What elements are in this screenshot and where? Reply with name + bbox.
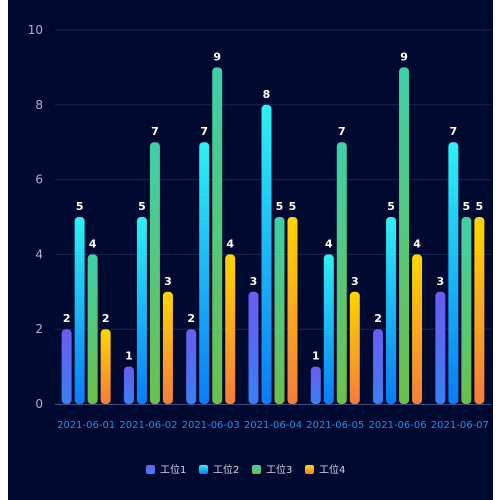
data-label: 7: [450, 125, 458, 138]
chart-panel: 0 2 4 6 8 10 2021-06-01 2021-06-02 2021-06-03 202…: [8, 0, 493, 500]
legend-label: 工位3: [266, 463, 292, 476]
bar: [225, 254, 236, 404]
legend: 工位1 工位2 工位3 工位4: [146, 463, 345, 476]
data-label: 9: [400, 50, 408, 63]
x-tick-label: 2021-06-02: [119, 420, 177, 431]
bar: [287, 217, 298, 404]
data-label: 5: [138, 200, 146, 213]
x-tick-label: 2021-06-05: [306, 420, 364, 431]
bar: [310, 366, 321, 404]
data-label: 4: [325, 237, 333, 250]
data-label: 3: [164, 275, 172, 288]
x-tick-label: 2021-06-04: [244, 420, 302, 431]
bar: [248, 291, 259, 404]
legend-label: 工位2: [213, 463, 239, 476]
data-label: 2: [374, 312, 382, 325]
x-tick-label: 2021-06-07: [431, 420, 489, 431]
bar: [261, 104, 272, 405]
bar: [412, 254, 423, 404]
data-label: 9: [213, 50, 221, 63]
y-tick-label: 8: [35, 98, 43, 112]
data-label: 2: [187, 312, 195, 325]
bar: [212, 67, 223, 405]
bars: [61, 67, 485, 405]
legend-item[interactable]: 工位4: [305, 463, 345, 476]
bar: [74, 217, 85, 404]
data-label: 5: [76, 200, 84, 213]
bar: [100, 329, 111, 404]
bar: [186, 329, 197, 404]
bar: [349, 291, 360, 404]
bar: [149, 142, 160, 404]
data-label: 3: [250, 275, 258, 288]
bar-chart: 0 2 4 6 8 10 2021-06-01 2021-06-02 2021-06-03 202…: [28, 23, 491, 476]
legend-swatch: [199, 465, 208, 474]
data-label: 2: [102, 312, 110, 325]
bar: [199, 142, 210, 404]
data-label: 7: [338, 125, 346, 138]
bar: [123, 366, 134, 404]
bar: [373, 329, 384, 404]
bar: [136, 217, 147, 404]
y-tick-label: 0: [35, 397, 43, 411]
bar: [61, 329, 72, 404]
data-label: 5: [276, 200, 284, 213]
data-label: 3: [437, 275, 445, 288]
y-tick-label: 2: [35, 322, 43, 336]
x-tick-label: 2021-06-01: [57, 420, 115, 431]
legend-label: 工位1: [160, 463, 186, 476]
y-tick-label: 6: [35, 173, 43, 187]
grid-lines: [55, 29, 491, 330]
bar: [336, 142, 347, 404]
legend-label: 工位4: [319, 463, 345, 476]
bar: [87, 254, 98, 404]
data-label: 1: [312, 350, 320, 363]
x-tick-label: 2021-06-06: [369, 420, 427, 431]
data-label: 3: [351, 275, 359, 288]
bar: [274, 217, 285, 404]
data-label: 8: [263, 88, 271, 101]
data-label: 1: [125, 350, 133, 363]
legend-item[interactable]: 工位3: [252, 463, 292, 476]
data-label: 5: [387, 200, 395, 213]
y-tick-label: 10: [28, 23, 43, 37]
data-label: 2: [63, 312, 71, 325]
bar: [386, 217, 397, 404]
bar: [162, 291, 173, 404]
bar: [399, 67, 410, 405]
data-label: 4: [226, 237, 234, 250]
data-label: 4: [89, 237, 97, 250]
legend-item[interactable]: 工位2: [199, 463, 239, 476]
x-tick-label: 2021-06-03: [182, 420, 240, 431]
data-label: 7: [200, 125, 208, 138]
data-label: 5: [463, 200, 471, 213]
axes: 0 2 4 6 8 10 2021-06-01 2021-06-02 2021-06-03 202…: [28, 23, 491, 431]
bar: [474, 217, 485, 404]
legend-swatch: [146, 465, 155, 474]
legend-item[interactable]: 工位1: [146, 463, 186, 476]
data-label: 5: [289, 200, 297, 213]
legend-swatch: [252, 465, 261, 474]
bar: [448, 142, 459, 404]
bar: [323, 254, 334, 404]
data-label: 5: [476, 200, 484, 213]
data-label: 7: [151, 125, 159, 138]
bar: [461, 217, 472, 404]
legend-swatch: [305, 465, 314, 474]
y-tick-label: 4: [35, 247, 43, 261]
data-label: 4: [413, 237, 421, 250]
bar: [435, 291, 446, 404]
